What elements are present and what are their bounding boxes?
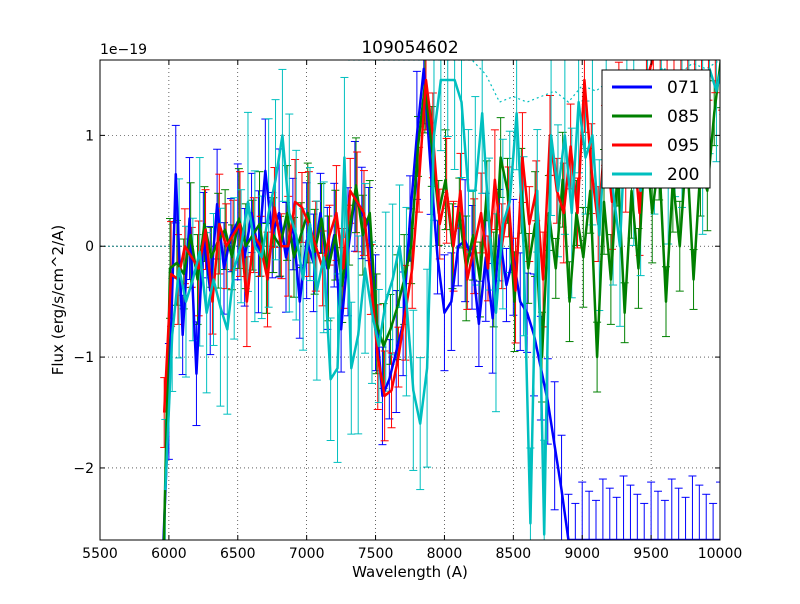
x-tick-label: 8500 (496, 546, 532, 562)
y-tick-label: −1 (73, 350, 94, 366)
y-tick-label: 0 (85, 239, 94, 255)
y-axis-label: Flux (erg/s/cm^2/A) (49, 225, 67, 376)
x-tick-label: 9500 (633, 546, 669, 562)
legend-box (601, 69, 711, 189)
legend: 071 085 095 200 (601, 69, 711, 189)
legend-label-071: 071 (667, 78, 699, 98)
x-tick-label: 6500 (220, 546, 256, 562)
y-offset-label: 1e−19 (100, 42, 147, 58)
x-tick-label: 7500 (358, 546, 394, 562)
chart-title: 109054602 (361, 38, 458, 58)
dotted-overlay-line (348, 60, 720, 103)
x-tick-label: 6000 (151, 546, 187, 562)
plot-frame (99, 59, 721, 541)
x-tick-label: 10000 (698, 546, 743, 562)
y-tick-label: −2 (73, 461, 94, 477)
series-line-085 (162, 60, 720, 540)
legend-label-085: 085 (667, 107, 699, 127)
x-axis-label: Wavelength (A) (352, 563, 468, 581)
legend-label-200: 200 (667, 165, 699, 185)
legend-label-095: 095 (667, 136, 699, 156)
y-tick-label: 1 (85, 128, 94, 144)
x-tick-label: 7000 (289, 546, 325, 562)
x-tick-label: 5500 (82, 546, 118, 562)
x-tick-label: 9000 (564, 546, 600, 562)
axis-layer: 5500 6000 6500 7000 7500 8000 8500 9000 9500 1000… (73, 59, 743, 562)
x-tick-label: 8000 (427, 546, 463, 562)
